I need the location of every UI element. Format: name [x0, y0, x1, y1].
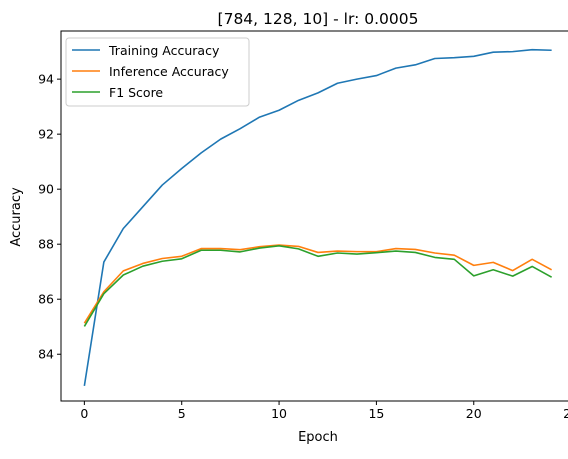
x-tick-label: 15: [368, 406, 384, 421]
legend-label-inference-accuracy: Inference Accuracy: [109, 64, 229, 79]
x-tick-label: 20: [466, 406, 482, 421]
legend-label-training-accuracy: Training Accuracy: [108, 43, 220, 58]
y-tick-label: 84: [38, 347, 54, 362]
x-axis-label: Epoch: [298, 430, 338, 445]
plot-area: [83, 48, 553, 386]
x-tick-label: 5: [178, 406, 186, 421]
series-line-f1-score: [83, 245, 553, 327]
x-tick-label: 25: [563, 406, 568, 421]
y-axis-label: Accuracy: [9, 187, 24, 247]
legend-box: [65, 37, 250, 107]
legend-label-f1-score: F1 Score: [109, 85, 163, 100]
y-tick-label: 94: [38, 72, 54, 87]
series-line-training-accuracy: [83, 48, 552, 386]
y-tick-label: 92: [38, 127, 54, 142]
x-tick-label: 10: [271, 406, 287, 421]
axes-frame: [60, 30, 568, 402]
y-tick-label: 88: [38, 237, 54, 252]
y-tick-label: 86: [38, 292, 54, 307]
chart-title: [784, 128, 10] - lr: 0.0005: [218, 10, 419, 28]
x-tick-label: 0: [80, 406, 88, 421]
legend: Training Accuracy Inference Accuracy F1 …: [65, 37, 250, 107]
y-tick-label: 90: [38, 182, 54, 197]
series-line-inference-accuracy: [83, 244, 553, 324]
